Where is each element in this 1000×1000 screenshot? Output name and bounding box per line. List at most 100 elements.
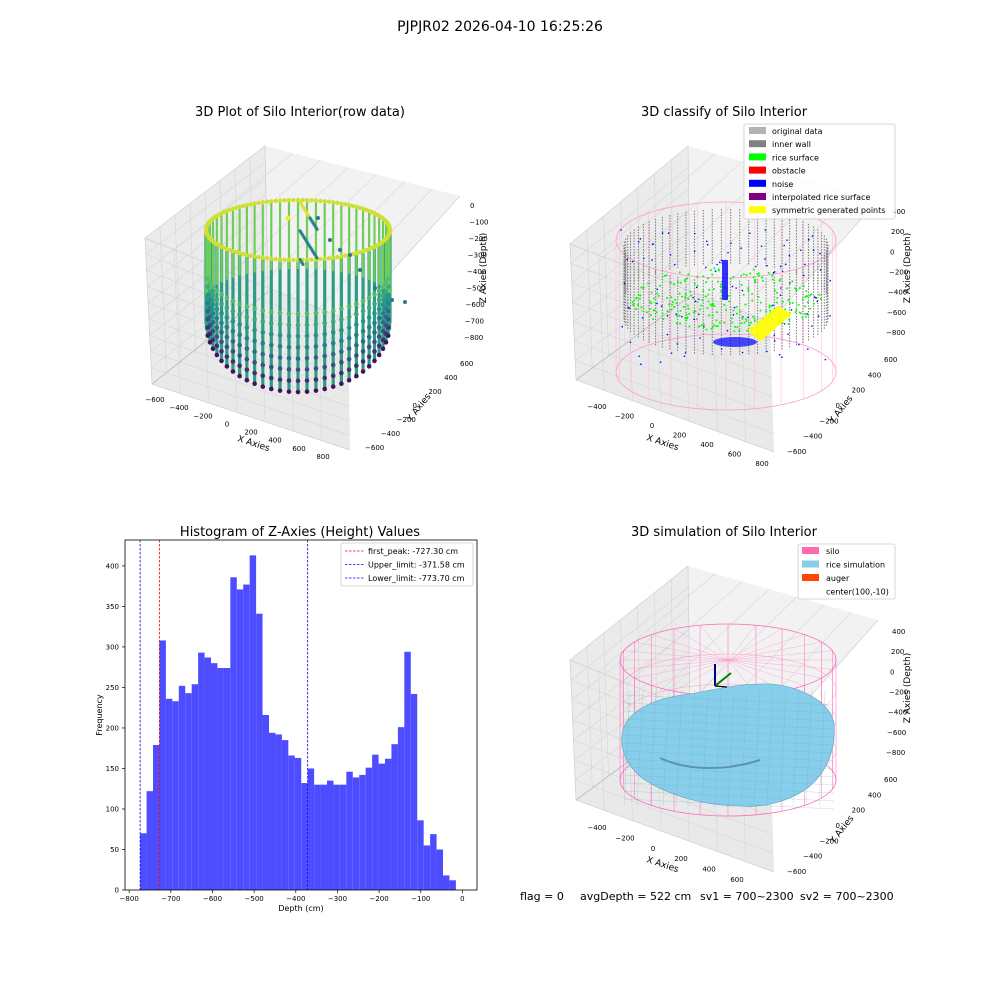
raw-point: [219, 320, 224, 326]
raw-point: [346, 314, 352, 320]
raw-point: [237, 322, 242, 327]
noise-point: [740, 247, 742, 249]
noise-point: [676, 343, 679, 345]
silo-wire: [634, 659, 729, 679]
raw-x-tick-label: 200: [244, 429, 257, 437]
status-line: flag = 0 avgDepth = 522 cm sv1 = 700~230…: [520, 890, 894, 903]
histogram-bar: [269, 732, 276, 890]
noise-point: [720, 348, 723, 350]
raw-point: [335, 200, 340, 206]
rice-surface-point: [768, 306, 771, 309]
rice-surface-point: [710, 327, 713, 330]
rice-mesh-line: [623, 774, 835, 786]
rice-surface-point: [798, 287, 801, 290]
rice-surface-point: [715, 325, 718, 328]
rice-surface-point: [684, 293, 687, 296]
raw-point: [277, 257, 283, 262]
rice-surface-point: [789, 302, 792, 305]
raw-point: [295, 311, 301, 317]
classify-y-tick-label: 200: [852, 387, 865, 395]
figure-suptitle: PJPJR02 2026-04-10 16:25:26: [397, 19, 603, 35]
rice-surface-point: [779, 278, 782, 281]
raw-point: [366, 315, 372, 320]
rice-surface-point: [713, 305, 716, 308]
raw-point: [346, 346, 352, 351]
raw-point: [376, 306, 382, 312]
simulation-surface: [619, 623, 837, 817]
rice-surface-point: [682, 305, 685, 308]
noise-point: [773, 334, 776, 336]
noise-point: [623, 282, 626, 285]
histogram-bar: [230, 577, 237, 890]
raw-point: [346, 377, 352, 383]
noise-point: [815, 296, 817, 299]
noise-point: [779, 294, 782, 297]
raw-point: [385, 300, 391, 306]
raw-point: [372, 330, 377, 335]
raw-point: [210, 284, 216, 290]
rice-surface-point: [707, 293, 710, 296]
rice-surface-point: [804, 295, 807, 298]
raw-point: [240, 203, 246, 209]
rice-surface-point: [652, 318, 655, 321]
noise-point: [780, 287, 782, 289]
raw-point: [315, 256, 319, 260]
noise-point: [621, 325, 624, 328]
rice-surface-point: [693, 282, 696, 285]
raw-point: [383, 314, 389, 320]
raw-point: [372, 349, 377, 354]
noise-point: [735, 287, 737, 289]
raw-point: [380, 284, 386, 290]
rice-mesh-line: [740, 689, 748, 807]
raw-point: [330, 340, 336, 346]
raw-point: [205, 333, 211, 338]
histogram-bar: [301, 783, 308, 890]
raw-point: [252, 349, 257, 354]
histogram-legend-label: first_peak: -727.30 cm: [368, 547, 458, 556]
classify-y-tick-label: 0: [836, 402, 840, 410]
simulation-y-tick-label: 200: [852, 807, 865, 815]
legend-swatch: [802, 547, 819, 554]
raw-point: [230, 328, 236, 334]
raw-point: [387, 226, 393, 231]
raw-z-tick-label: −700: [465, 318, 484, 326]
histogram-bars: [140, 555, 456, 890]
raw-z-ticks: 0 −100 −200 −300 −400 −500 −600 −700 −800: [464, 202, 488, 342]
raw-point: [268, 375, 274, 381]
raw-point: [286, 197, 292, 203]
raw-point: [268, 386, 274, 392]
histogram-bar: [159, 640, 166, 890]
classify-point-cloud: [615, 201, 837, 411]
raw-point: [313, 321, 319, 327]
rice-surface-point: [639, 294, 642, 297]
rice-surface-point: [756, 273, 759, 276]
classify-z-tick-label: −800: [886, 329, 905, 337]
raw-z-tick-label: −500: [466, 285, 485, 293]
noise-point: [817, 315, 820, 317]
legend-label: rice surface: [772, 153, 819, 162]
raw-point: [339, 317, 344, 322]
raw-point: [214, 343, 220, 349]
histogram-bar: [281, 740, 289, 890]
raw-point: [277, 355, 283, 360]
raw-point: [252, 370, 257, 376]
noise-point: [802, 274, 805, 277]
rice-surface-point: [687, 307, 690, 310]
raw-point: [360, 318, 366, 324]
noise-point: [760, 245, 763, 247]
noise-point: [787, 333, 789, 336]
noise-point: [813, 296, 816, 298]
rice-surface-point: [675, 314, 678, 317]
rice-surface-point: [723, 321, 726, 324]
raw-point: [269, 256, 274, 261]
simulation-x-tick-label: −400: [587, 824, 606, 832]
legend-label: symmetric generated points: [772, 206, 885, 215]
rice-surface-point: [746, 329, 749, 332]
raw-point: [354, 373, 359, 379]
noise-point: [651, 259, 653, 261]
raw-point: [277, 198, 283, 203]
rice-surface-point: [759, 301, 762, 304]
legend-swatch: [749, 166, 766, 174]
raw-point: [210, 328, 216, 334]
